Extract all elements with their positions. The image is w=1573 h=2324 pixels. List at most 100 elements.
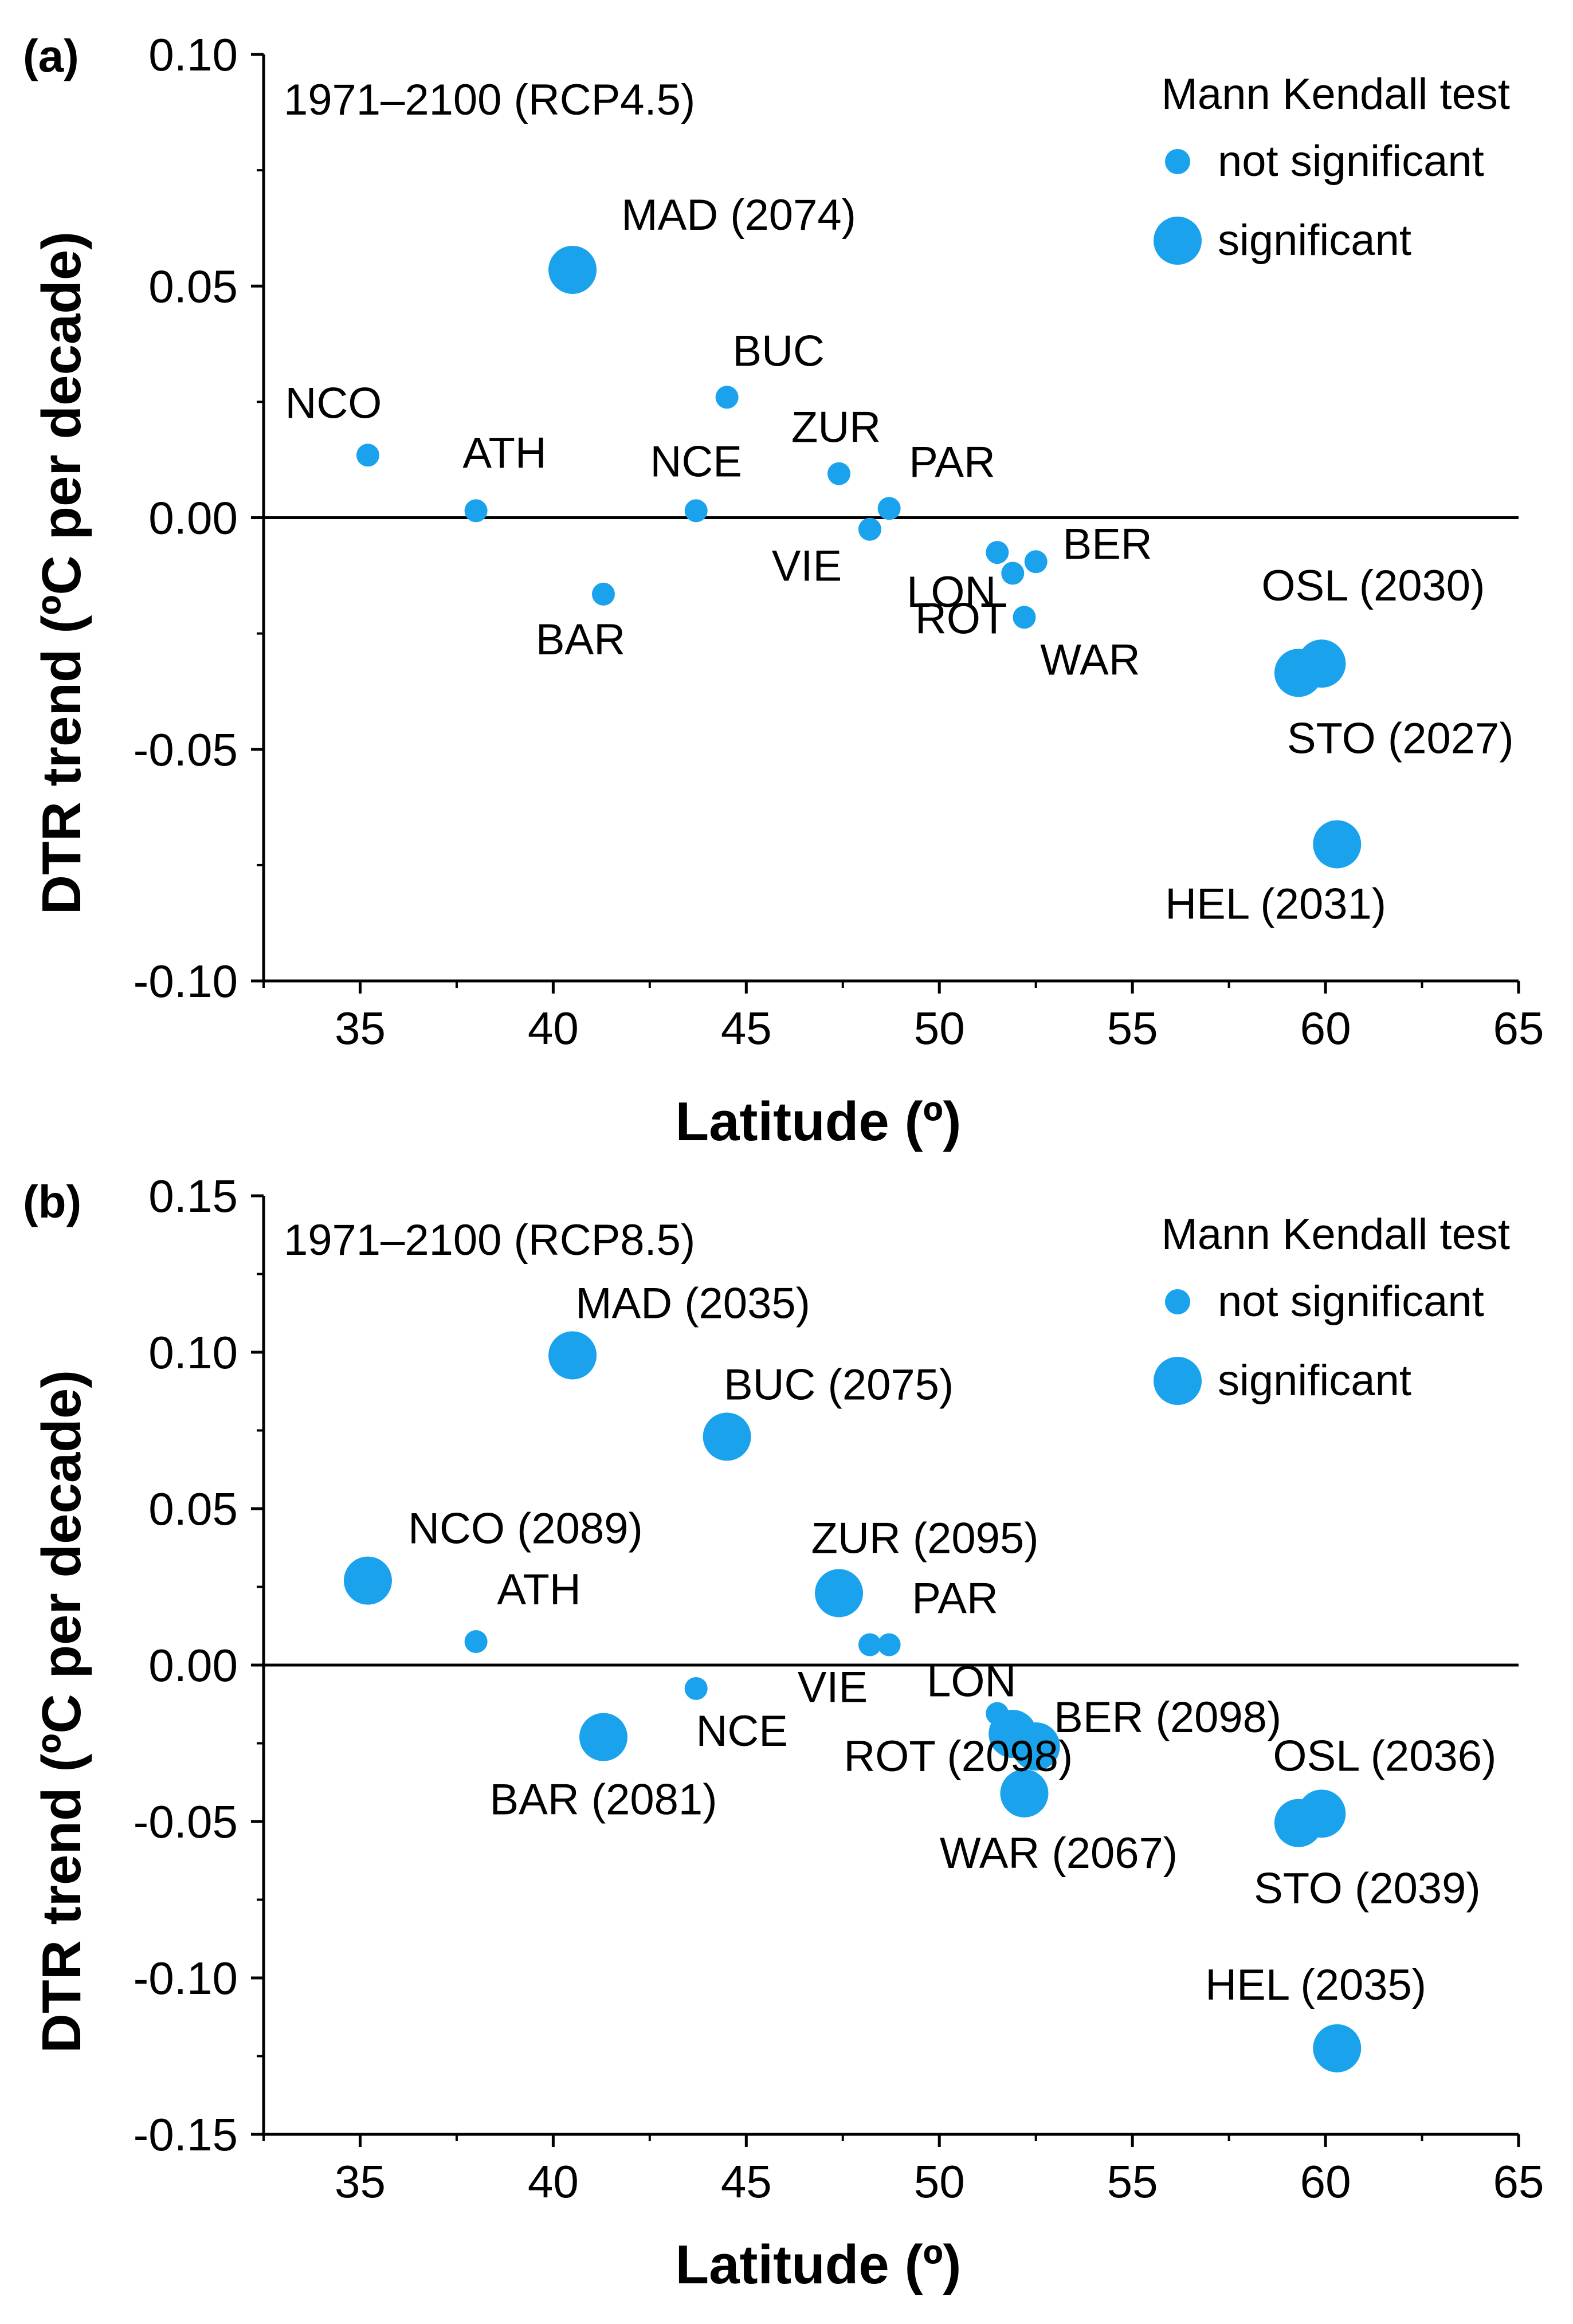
panel-b-x-axis-title: Latitude (º) [676,2234,962,2295]
panel-a-point-label-lon: LON [907,568,996,617]
panel-a-y-axis-title: DTR trend (ºC per decade) [31,231,92,915]
panel-a-point-label-osl: OSL (2030) [1261,562,1485,610]
panel-b-point-nco [343,1556,392,1605]
panel-b-legend-marker-small [1165,1289,1190,1314]
panel-b-point-label-hel: HEL (2035) [1205,1961,1426,2009]
panel-b-legend-title: Mann Kendall test [1162,1210,1510,1259]
panel-b-y-tick-label: 0.00 [148,1640,238,1691]
panel-b-point-label-lon: LON [927,1658,1016,1706]
panel-b-point-vie [858,1633,881,1656]
panel-a-point-label-par: PAR [909,438,995,486]
panel-b-point-par [877,1633,901,1656]
panel-a-legend-significant: significant [1218,216,1411,265]
panel-a-y-tick-label: -0.10 [134,956,238,1007]
panel-a-point-bar [591,582,615,606]
panel-b-x-tick-label: 60 [1300,2156,1351,2207]
panel-a-point-war [1013,606,1036,629]
panel-a-point-nce [684,499,708,523]
panel-a-point-nco [356,443,379,467]
panel-b-point-label-rot: ROT (2098) [844,1732,1073,1781]
panel-b-point-label-buc: BUC (2075) [724,1360,954,1409]
panel-b: (b) 1971–2100 (RCP8.5) Mann Kendall test… [23,1171,1544,2295]
panel-b-x-tick-label: 50 [914,2156,965,2207]
panel-b-y-tick-label: 0.15 [148,1171,238,1222]
panel-a-legend-title: Mann Kendall test [1162,70,1510,119]
panel-b-point-label-mad: MAD (2035) [575,1279,810,1328]
panel-a-point-osl [1297,639,1346,688]
panel-b-point-label-vie: VIE [798,1663,868,1712]
panel-a-point-hel [1313,820,1362,869]
panel-a-x-tick-label: 35 [335,1003,386,1054]
panel-b-point-mad [548,1331,597,1380]
panel-b-title: 1971–2100 (RCP8.5) [284,1216,695,1265]
panel-b-legend-not-significant: not significant [1218,1277,1484,1326]
panel-a-y-tick-label: 0.00 [148,493,238,544]
panel-b-point-label-ath: ATH [497,1565,580,1614]
panel-a-point-label-nce: NCE [650,437,742,486]
panel-b-x-tick-label: 65 [1493,2156,1544,2207]
panel-a-x-tick-label: 40 [528,1003,579,1054]
panel-b-point-label-zur: ZUR (2095) [811,1514,1039,1563]
panel-b-point-nce [684,1677,708,1700]
panel-a-point-label-zur: ZUR [791,403,881,452]
panel-a-point-vie [858,517,881,541]
panel-a: (a) 1971–2100 (RCP4.5) Mann Kendall test… [23,29,1544,1152]
panel-b-x-tick-label: 40 [528,2156,579,2207]
panel-a-point-lon [986,541,1009,564]
panel-a-point-zur [827,462,851,485]
panel-a-point-label-vie: VIE [772,542,842,591]
panel-a-legend-not-significant: not significant [1218,137,1484,186]
panel-a-point-ath [464,499,488,523]
panel-a-x-tick-label: 50 [914,1003,965,1054]
panel-b-y-tick-label: 0.10 [148,1327,238,1378]
panel-a-y-tick-label: 0.05 [148,261,238,312]
panel-a-x-tick-label: 60 [1300,1003,1351,1054]
panel-b-y-tick-label: -0.10 [134,1953,238,2004]
panel-a-point-label-ath: ATH [462,429,546,477]
panel-b-point-ber [1011,1722,1060,1771]
panel-label-b: (b) [23,1176,81,1227]
panel-b-x-tick-label: 45 [721,2156,772,2207]
panel-a-point-label-nco: NCO [285,379,382,427]
panel-a-point-par [877,497,901,520]
panel-b-y-axis-title: DTR trend (ºC per decade) [31,1370,92,2054]
panel-b-y-tick-label: 0.05 [148,1483,238,1534]
panel-a-y-tick-label: -0.05 [134,724,238,775]
panel-a-point-label-war: WAR [1040,635,1140,684]
panel-b-point-bar [579,1713,627,1761]
panel-b-x-tick-label: 35 [335,2156,386,2207]
panel-a-point-label-rot: ROT [915,595,1007,643]
panel-a-y-tick-label: 0.10 [148,29,238,80]
panel-a-point-rot [1001,562,1025,585]
panel-a-point-ber [1024,550,1048,574]
panel-b-point-label-war: WAR (2067) [940,1829,1178,1878]
panel-b-legend-marker-large [1154,1357,1202,1405]
panel-b-point-war [1000,1769,1049,1817]
panel-a-point-label-buc: BUC [732,327,824,375]
panel-b-point-label-nco: NCO (2089) [408,1505,643,1553]
panel-a-title: 1971–2100 (RCP4.5) [284,76,695,124]
panel-b-y-tick-label: -0.15 [134,2109,238,2160]
panel-b-y-tick-label: -0.05 [134,1796,238,1847]
panel-b-point-label-bar: BAR (2081) [489,1776,717,1824]
panel-a-point-label-bar: BAR [536,615,625,664]
panel-b-point-ath [464,1630,488,1654]
panel-b-point-hel [1313,2024,1362,2072]
panel-b-point-zur [815,1569,864,1618]
panel-a-x-tick-label: 65 [1493,1003,1544,1054]
panel-a-legend-marker-small [1165,149,1190,174]
panel-a-point-mad [548,245,597,294]
panel-a-legend-marker-large [1154,217,1202,265]
panel-a-x-tick-label: 55 [1107,1003,1158,1054]
panel-a-x-tick-label: 45 [721,1003,772,1054]
panel-a-x-axis-title: Latitude (º) [676,1091,962,1152]
panel-b-point-label-par: PAR [912,1575,998,1623]
panel-b-legend-significant: significant [1218,1356,1411,1405]
panel-label-a: (a) [23,30,79,81]
panel-b-x-tick-label: 55 [1107,2156,1158,2207]
panel-b-point-label-ber: BER (2098) [1054,1693,1281,1742]
panel-a-point-label-sto: STO (2027) [1287,714,1514,763]
panel-a-point-label-hel: HEL (2031) [1165,880,1386,928]
panel-a-point-label-ber: BER [1063,520,1152,568]
